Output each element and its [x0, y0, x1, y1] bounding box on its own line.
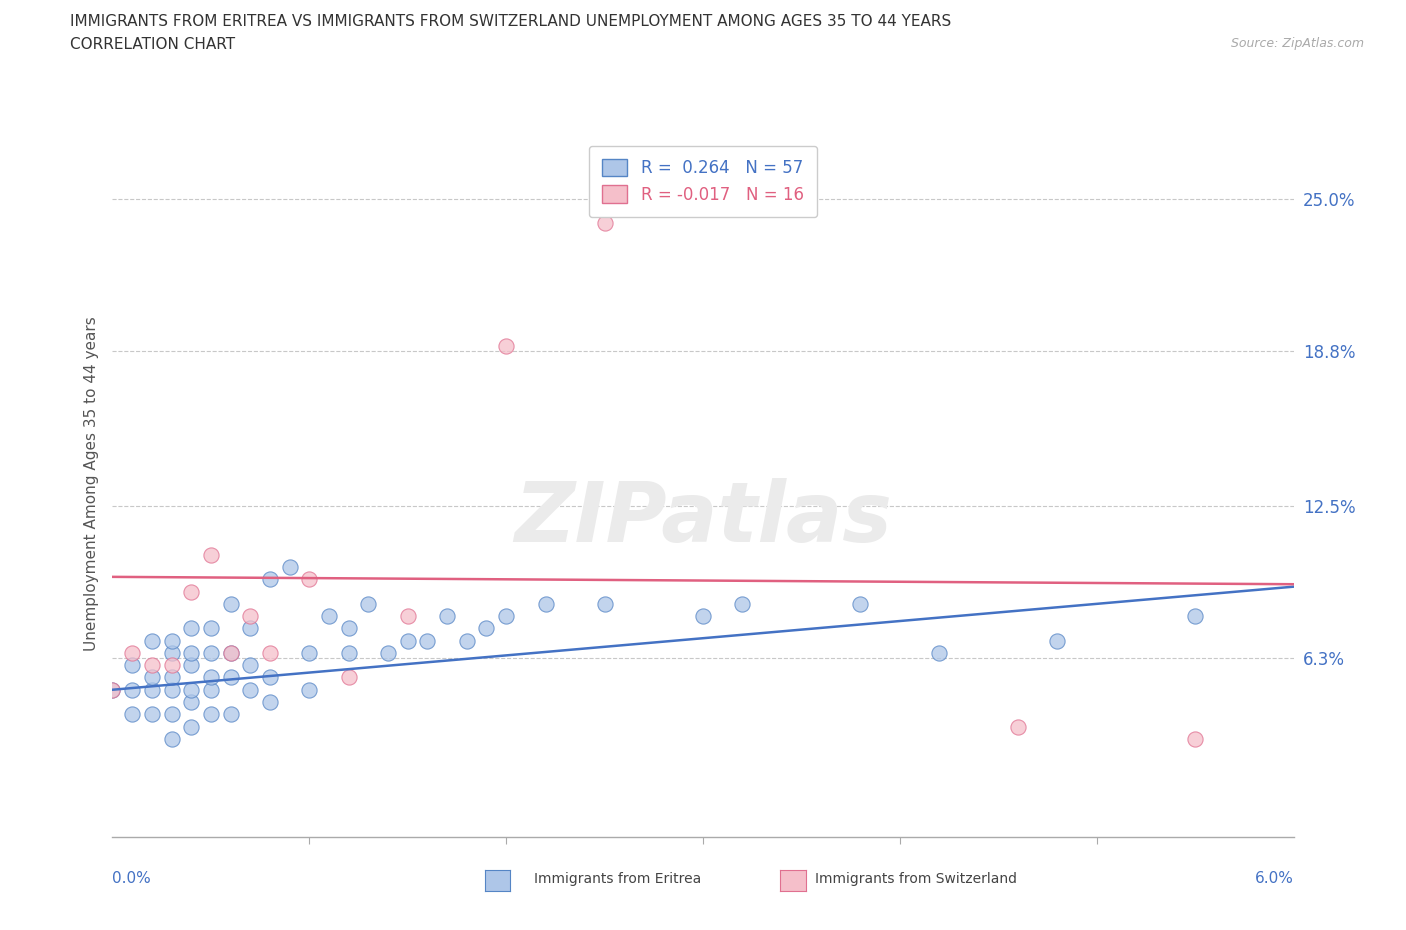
Point	[121, 658, 143, 672]
Text: CORRELATION CHART: CORRELATION CHART	[70, 37, 235, 52]
Point	[396, 609, 419, 624]
Point	[160, 670, 183, 684]
Point	[456, 633, 478, 648]
Point	[200, 670, 222, 684]
Point	[337, 645, 360, 660]
Point	[1007, 719, 1029, 734]
Point	[141, 683, 163, 698]
Point	[495, 609, 517, 624]
Point	[219, 670, 242, 684]
Point	[141, 658, 163, 672]
Point	[259, 670, 281, 684]
Legend: R =  0.264   N = 57, R = -0.017   N = 16: R = 0.264 N = 57, R = -0.017 N = 16	[589, 146, 817, 217]
Point	[180, 683, 202, 698]
Text: Immigrants from Switzerland: Immigrants from Switzerland	[815, 871, 1018, 886]
Point	[436, 609, 458, 624]
Point	[298, 683, 321, 698]
Point	[1046, 633, 1069, 648]
Point	[416, 633, 439, 648]
Point	[219, 596, 242, 611]
Point	[534, 596, 557, 611]
Point	[101, 683, 124, 698]
Point	[101, 683, 124, 698]
Point	[396, 633, 419, 648]
Text: 0.0%: 0.0%	[112, 871, 152, 886]
Point	[298, 645, 321, 660]
Point	[239, 609, 262, 624]
Point	[121, 707, 143, 722]
Text: ZIPatlas: ZIPatlas	[515, 478, 891, 560]
Point	[219, 645, 242, 660]
Point	[259, 572, 281, 587]
Point	[239, 621, 262, 636]
Point	[200, 683, 222, 698]
Y-axis label: Unemployment Among Ages 35 to 44 years: Unemployment Among Ages 35 to 44 years	[83, 316, 98, 651]
Point	[160, 731, 183, 746]
Point	[593, 596, 616, 611]
Point	[278, 560, 301, 575]
Point	[121, 683, 143, 698]
Point	[141, 707, 163, 722]
Point	[200, 621, 222, 636]
Point	[219, 707, 242, 722]
Point	[160, 658, 183, 672]
Point	[1184, 731, 1206, 746]
Point	[475, 621, 498, 636]
Point	[928, 645, 950, 660]
Point	[692, 609, 714, 624]
Point	[1184, 609, 1206, 624]
Point	[337, 670, 360, 684]
Point	[200, 548, 222, 563]
Point	[239, 658, 262, 672]
Point	[357, 596, 380, 611]
Point	[239, 683, 262, 698]
Point	[377, 645, 399, 660]
Point	[180, 645, 202, 660]
Point	[160, 683, 183, 698]
Text: IMMIGRANTS FROM ERITREA VS IMMIGRANTS FROM SWITZERLAND UNEMPLOYMENT AMONG AGES 3: IMMIGRANTS FROM ERITREA VS IMMIGRANTS FR…	[70, 14, 952, 29]
Point	[160, 707, 183, 722]
Point	[200, 645, 222, 660]
Text: Source: ZipAtlas.com: Source: ZipAtlas.com	[1230, 37, 1364, 50]
Point	[259, 695, 281, 710]
Point	[180, 695, 202, 710]
Point	[180, 719, 202, 734]
Point	[337, 621, 360, 636]
Point	[298, 572, 321, 587]
Point	[849, 596, 872, 611]
Point	[731, 596, 754, 611]
Text: Immigrants from Eritrea: Immigrants from Eritrea	[534, 871, 702, 886]
Point	[495, 339, 517, 353]
Point	[593, 216, 616, 231]
Point	[180, 658, 202, 672]
Point	[141, 633, 163, 648]
Point	[219, 645, 242, 660]
Point	[141, 670, 163, 684]
Point	[160, 645, 183, 660]
Point	[160, 633, 183, 648]
Point	[200, 707, 222, 722]
Point	[180, 584, 202, 599]
Text: 6.0%: 6.0%	[1254, 871, 1294, 886]
Point	[318, 609, 340, 624]
Point	[259, 645, 281, 660]
Point	[180, 621, 202, 636]
Point	[121, 645, 143, 660]
